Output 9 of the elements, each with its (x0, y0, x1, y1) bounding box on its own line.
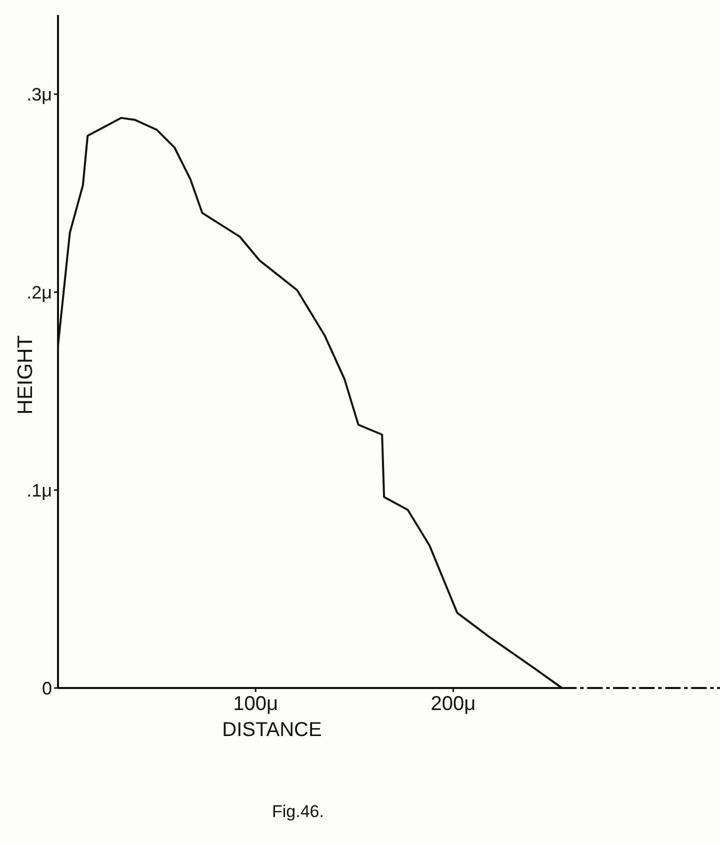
y-tick-label: 0 (42, 678, 52, 698)
y-axis-title: HEIGHT (14, 335, 37, 415)
y-tick-label: .3μ (26, 84, 52, 104)
x-tick-label: 200μ (430, 693, 476, 715)
caption: Fig.46. (272, 802, 324, 821)
y-tick-label: .1μ (26, 480, 52, 500)
y-tick-label: .2μ (26, 282, 52, 302)
x-axis-title: DISTANCE (222, 719, 322, 741)
x-tick-label: 100μ (233, 693, 278, 715)
